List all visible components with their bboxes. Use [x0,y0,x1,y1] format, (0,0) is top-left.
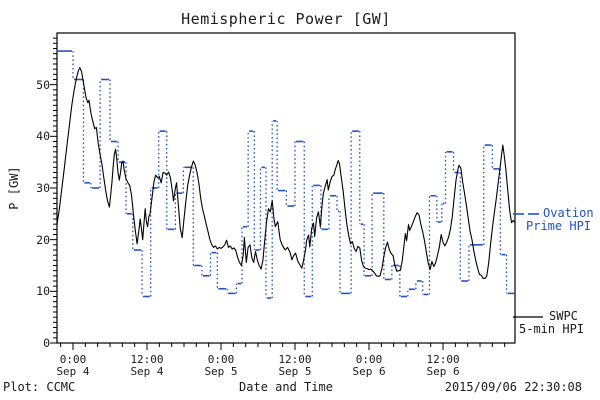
x-tick-time-label: 0:00 [59,353,87,366]
x-axis-label: Date and Time [239,380,333,394]
y-tick-label: 30 [36,180,50,195]
x-tick-date-label: Sep 6 [426,365,460,378]
x-tick-time-label: 12:00 [278,353,312,366]
swpc-line [56,67,516,279]
legend-ovation-line2: Prime HPI [526,219,592,233]
x-tick-date-label: Sep 6 [352,365,386,378]
y-tick-label: 10 [36,284,50,299]
x-tick-date-label: Sep 4 [56,365,90,378]
y-axis-label: P [GW] [7,166,21,210]
y-tick-label: 0 [43,336,50,350]
y-tick-label: 40 [36,129,50,144]
x-tick-time-label: 0:00 [355,353,383,366]
x-tick-time-label: 12:00 [426,353,460,366]
legend-swpc-line1: SWPC [549,309,578,323]
x-tick-time-label: 0:00 [207,353,235,366]
x-tick-date-label: Sep 5 [204,365,238,378]
plot-credit: Plot: CCMC [3,380,76,394]
chart-title: Hemispheric Power [GW] [181,10,391,28]
x-tick-time-label: 12:00 [130,353,164,366]
legend-swpc-line2: 5-min HPI [519,322,585,336]
x-tick-date-label: Sep 5 [278,365,312,378]
y-tick-label: 20 [36,232,50,247]
y-tick-label: 50 [36,77,50,92]
generation-timestamp: 2015/09/06 22:30:08 [444,380,582,394]
x-tick-date-label: Sep 4 [130,365,164,378]
legend-ovation-line1: Ovation [543,206,594,220]
